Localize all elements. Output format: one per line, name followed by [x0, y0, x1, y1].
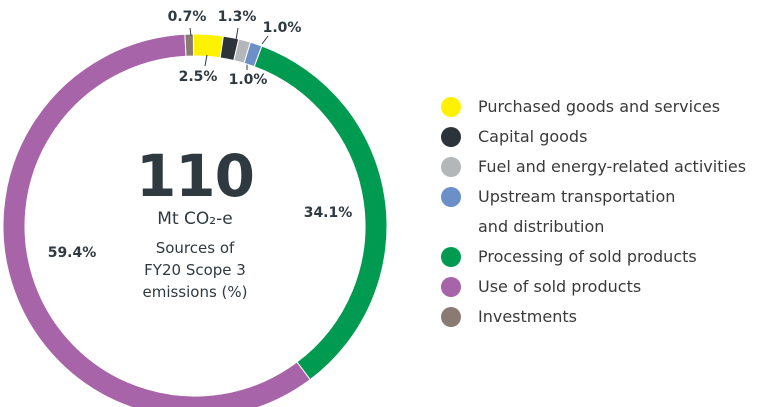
legend-swatch: [441, 277, 461, 297]
legend-label: Purchased goods and services: [478, 97, 721, 116]
legend-label: Fuel and energy-related activities: [478, 157, 747, 176]
leader-line: [204, 54, 208, 67]
center-value: 110: [135, 142, 255, 210]
legend-swatch: [441, 127, 461, 147]
legend-item: Upstream transportation and distribution: [441, 182, 746, 242]
legend-item: Fuel and energy-related activities: [441, 152, 746, 182]
legend-swatch: [441, 157, 461, 177]
legend-item: Use of sold products: [441, 272, 746, 302]
legend: Purchased goods and services Capital good…: [441, 92, 746, 332]
donut-segment: [192, 33, 224, 59]
legend-swatch: [441, 307, 461, 327]
donut-segment: [184, 33, 195, 57]
donut-segment: [2, 33, 311, 407]
unit: Mt CO₂-e: [157, 209, 233, 229]
legend-swatch: [441, 187, 461, 207]
value-label: 1.3%: [218, 9, 257, 25]
legend-swatch: [441, 247, 461, 267]
legend-swatch: [441, 97, 461, 117]
legend-label: Investments: [478, 307, 577, 326]
leader-line: [189, 27, 192, 37]
legend-item: Purchased goods and services: [441, 92, 746, 122]
value-label: 1.0%: [229, 72, 268, 88]
value-label: 2.5%: [179, 69, 218, 85]
subtitle: Sources of FY20 Scope 3 emissions (%): [142, 239, 248, 301]
legend-label: Use of sold products: [478, 277, 642, 296]
legend-label: Upstream transportation and distribution: [478, 187, 676, 236]
value-label: 1.0%: [263, 20, 302, 36]
leader-line: [261, 35, 269, 45]
value-label: 0.7%: [168, 9, 207, 25]
legend-label: Capital goods: [478, 127, 588, 146]
value-label: 59.4%: [48, 245, 97, 261]
legend-label: Processing of sold products: [478, 247, 697, 266]
center-text: 110 Mt CO₂-e Sources of FY20 Scope 3 emi…: [95, 145, 295, 303]
legend-item: Processing of sold products: [441, 242, 746, 272]
value-label: 34.1%: [304, 205, 353, 221]
legend-item: Capital goods: [441, 122, 746, 152]
leader-line: [235, 27, 239, 41]
legend-item: Investments: [441, 302, 746, 332]
